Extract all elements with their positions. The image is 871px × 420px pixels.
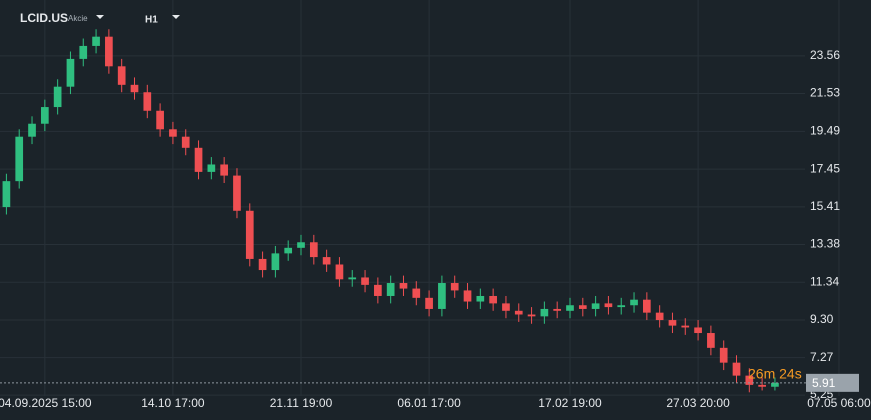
last-price-label: 5.91 (812, 376, 836, 390)
x-tick-label: 21.11 19:00 (270, 396, 333, 410)
countdown: 26m 24s (748, 366, 802, 382)
candle-body (130, 84, 139, 93)
candle-body (758, 384, 766, 387)
candle-body (489, 295, 497, 304)
candle-body (284, 247, 293, 254)
x-tick-label: 27.03 20:00 (666, 396, 730, 410)
candle-body (233, 175, 241, 211)
y-tick-label: 23.56 (810, 48, 840, 62)
x-tick-label: 07.05 06:00 (807, 396, 871, 410)
candle-body (694, 327, 702, 334)
candle-body (322, 257, 331, 265)
y-tick-label: 11.34 (810, 274, 839, 288)
y-tick-label: 13.38 (810, 237, 840, 251)
candle-body (374, 284, 382, 296)
candle-body (92, 36, 100, 46)
candle-body (412, 288, 421, 298)
candle-body (40, 107, 49, 124)
timeframe[interactable]: H1 (145, 15, 158, 26)
candle-body (117, 66, 126, 85)
candle-body (53, 86, 62, 108)
x-tick-label: 14.10 17:00 (141, 396, 205, 410)
candle-body (207, 164, 216, 172)
candle-body (143, 92, 152, 111)
candle-body (604, 303, 613, 308)
candle-body (220, 164, 228, 176)
candle-body (578, 305, 587, 309)
candle-body (668, 320, 677, 326)
asset-type: Akcie (68, 14, 88, 23)
candle-body (79, 45, 88, 59)
candle-body (553, 308, 562, 311)
candle-body (425, 297, 433, 309)
candle-body (181, 136, 190, 148)
candle-body (502, 303, 510, 311)
y-tick-label: 21.53 (810, 86, 840, 100)
candle-body (15, 136, 24, 182)
last-price-box (806, 373, 859, 392)
y-tick-label: 15.41 (810, 199, 840, 213)
candle-body (591, 303, 600, 309)
candle-body (399, 283, 408, 289)
candle-body (297, 242, 305, 248)
candle-body (348, 277, 357, 280)
candle-body (105, 36, 113, 67)
candle-body (335, 264, 344, 280)
candle-body (386, 283, 395, 296)
dropdown-arrow[interactable] (96, 15, 104, 19)
candle-body (463, 290, 472, 302)
candle-body (719, 347, 728, 363)
candle-body (245, 210, 254, 259)
y-tick-label: 19.49 (810, 123, 840, 137)
candle-body (771, 382, 779, 387)
candle-body (450, 283, 459, 291)
candle-body (476, 295, 485, 302)
x-tick-label: 17.02 19:00 (538, 396, 602, 410)
candle-body (169, 129, 177, 137)
candle-body (745, 375, 754, 385)
candle-body (527, 314, 536, 317)
candle-body (28, 123, 36, 137)
candle-body (438, 283, 446, 309)
y-tick-label: 17.45 (810, 161, 840, 175)
candle-body (707, 333, 715, 348)
candle-body (361, 277, 369, 285)
candle-body (617, 305, 626, 308)
symbol[interactable]: LCID.US (20, 11, 68, 25)
x-tick-label: 06.01 17:00 (397, 396, 461, 410)
candle-body (643, 299, 651, 313)
candle-body (156, 110, 164, 130)
x-tick-label: 04.09.2025 15:00 (0, 396, 92, 410)
candle-body (194, 147, 203, 172)
candle-body (258, 258, 267, 271)
dropdown-arrow[interactable] (172, 15, 180, 19)
candle-body (309, 242, 318, 258)
y-tick-label: 7.27 (810, 350, 834, 364)
candle-body (566, 305, 574, 311)
y-tick-label: 9.30 (810, 312, 834, 326)
candle-body (681, 325, 690, 328)
candle-body (655, 312, 664, 321)
candle-body (514, 310, 523, 315)
candle-body (540, 308, 549, 317)
candle-body (630, 299, 638, 306)
candle-body (271, 253, 280, 271)
candle-body (66, 58, 75, 87)
candle-body (2, 181, 11, 208)
candle-body (732, 362, 741, 376)
